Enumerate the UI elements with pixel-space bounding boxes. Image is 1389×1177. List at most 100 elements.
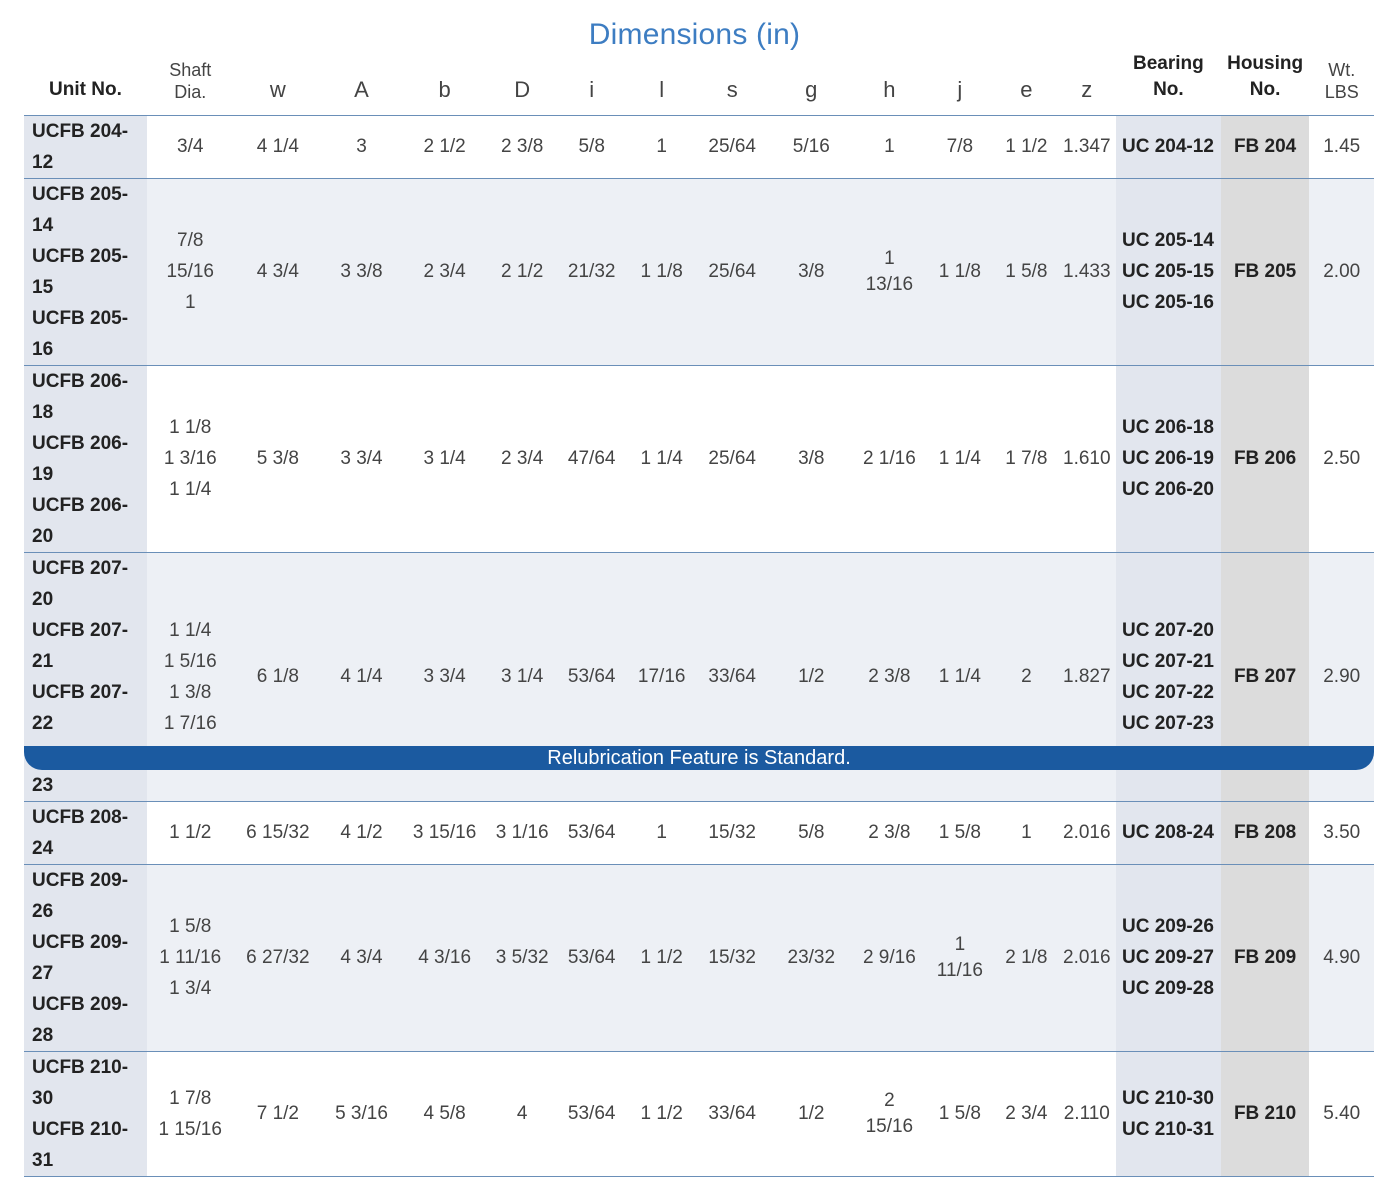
dim-w-cell: 7 1/2: [233, 1051, 323, 1177]
header-j: j: [924, 48, 996, 116]
unit-no-cell-line: UCFB 206-19: [32, 432, 129, 485]
header-g: g: [768, 48, 855, 116]
housing-no-cell: FB 210: [1220, 1051, 1310, 1177]
dim-j-cell-line: 1 1/4: [938, 448, 981, 469]
shaft-dia-cell-line: 15/16: [166, 261, 214, 282]
dimensions-table: Unit No. Shaft Dia. w A b D i l s g h j e…: [24, 48, 1374, 1177]
dim-h-cell-line: 2 3/8: [868, 822, 911, 843]
bearing-no-cell-line: UC 207-20: [1122, 619, 1214, 641]
dim-h-cell: 1: [854, 115, 925, 179]
unit-no-cell-line: UCFB 209-28: [32, 993, 129, 1046]
dim-w-cell: 4 3/4: [233, 178, 323, 366]
shaft-dia-cell-line: 1 3/8: [169, 681, 212, 703]
dim-d-cell: 3 5/32: [488, 864, 556, 1052]
dim-s-cell: 25/64: [695, 178, 769, 366]
dim-e-cell: 1 5/8: [995, 178, 1058, 366]
header-bearing: Bearing No.: [1116, 48, 1221, 116]
shaft-dia-cell-line: 1 11/16: [159, 947, 222, 968]
dim-b-cell: 3 1/4: [400, 365, 489, 553]
dim-z-cell: 2.110: [1057, 1051, 1116, 1177]
dim-h-cell-line: 1: [884, 136, 895, 157]
dim-e-cell: 2 1/8: [995, 864, 1058, 1052]
housing-no-cell: FB 209: [1220, 864, 1310, 1052]
dim-j-cell-line: 7/8: [946, 136, 974, 157]
unit-no-cell: UCFB 208-24: [24, 801, 147, 865]
unit-no-cell: UCFB 204-12: [24, 115, 147, 179]
shaft-dia-cell-line: 1 15/16: [158, 1118, 222, 1140]
dim-h-cell: 2 15/16: [854, 1051, 925, 1177]
dim-e-cell: 1 1/2: [995, 115, 1058, 179]
header-shaft: Shaft Dia.: [146, 48, 234, 116]
dim-w-cell: 5 3/8: [233, 365, 323, 553]
unit-no-cell-line: UCFB 208-24: [32, 806, 129, 859]
housing-no-cell: FB 206: [1220, 365, 1310, 553]
dim-b-cell: 4 5/8: [400, 1051, 489, 1177]
bearing-no-cell: UC 209-26 UC 209-27 UC 209-28: [1116, 864, 1221, 1052]
dim-a-cell: 3 3/4: [322, 365, 401, 553]
dim-b-cell: 3 15/16: [400, 801, 489, 865]
bearing-no-cell-line: UC 210-31: [1122, 1118, 1214, 1140]
header-s: s: [695, 48, 769, 116]
dim-j-cell-line: 1 5/8: [938, 822, 981, 843]
dim-j-cell-line: 1 1/8: [938, 261, 981, 282]
table-row: UCFB 208-24 1 1/2 6 15/32 4 1/2 3 15/16 3 1/1…: [24, 801, 1374, 865]
bearing-no-cell-line: UC 204-12: [1122, 136, 1214, 157]
shaft-dia-cell-line: 7/8: [177, 230, 204, 251]
bearing-no-cell-line: UC 206-18: [1122, 417, 1214, 438]
dim-e-cell: 2 3/4: [995, 1051, 1058, 1177]
dim-j-cell-line: 1: [954, 933, 966, 955]
table-body: UCFB 204-12 3/4 4 1/4 3 2 1/2 2 3/8 5/8 1 25/64 5…: [24, 115, 1374, 1177]
header-A: A: [322, 48, 401, 116]
header-i: i: [555, 48, 628, 116]
shaft-dia-cell-line: 1: [184, 292, 196, 313]
bearing-no-cell-line: UC 206-19: [1122, 448, 1214, 469]
bearing-no-cell-line: UC 205-14: [1122, 230, 1214, 251]
dim-a-cell: 4 1/2: [322, 801, 401, 865]
unit-no-cell-line: UCFB 205-15: [32, 245, 129, 298]
dim-i-cell: 53/64: [555, 864, 628, 1052]
unit-no-cell-line: UCFB 207-20: [32, 557, 129, 610]
dim-j-cell: 1 1/4: [924, 365, 996, 553]
housing-no-cell: FB 205: [1220, 178, 1310, 366]
shaft-dia-cell: 7/8 15/16 1: [146, 178, 234, 366]
dim-h-cell-line: 1: [884, 247, 895, 269]
dim-i-cell: 21/32: [555, 178, 628, 366]
bearing-no-cell: UC 205-14 UC 205-15 UC 205-16: [1116, 178, 1221, 366]
table-row: UCFB 206-18 UCFB 206-19 UCFB 206-20 1 1/8 1 …: [24, 365, 1374, 553]
bearing-no-cell-line: UC 207-23: [1122, 712, 1214, 734]
dim-b-cell: 2 1/2: [400, 115, 489, 179]
unit-no-cell: UCFB 205-14 UCFB 205-15 UCFB 205-16: [24, 178, 147, 366]
dim-g-cell: 1/2: [768, 1051, 855, 1177]
shaft-dia-cell-line: 3/4: [177, 136, 204, 157]
dim-l-cell: 1 1/2: [627, 1051, 696, 1177]
dim-s-cell: 15/32: [695, 864, 769, 1052]
dim-g-cell: 5/8: [768, 801, 855, 865]
dim-d-cell: 2 3/8: [488, 115, 556, 179]
unit-no-cell-line: UCFB 205-16: [32, 307, 129, 360]
dim-g-cell: 3/8: [768, 178, 855, 366]
dim-z-cell: 2.016: [1057, 864, 1116, 1052]
unit-no-cell-line: UCFB 209-26: [32, 869, 129, 922]
dim-z-cell: 1.610: [1057, 365, 1116, 553]
header-l: l: [627, 48, 696, 116]
shaft-dia-cell-line: 1 1/2: [169, 822, 212, 843]
header-unit: Unit No.: [24, 48, 147, 116]
shaft-dia-cell-line: 1 5/8: [169, 916, 212, 937]
dim-z-cell: 1.347: [1057, 115, 1116, 179]
footer-banner: Relubrication Feature is Standard.: [24, 746, 1374, 770]
dim-w-cell: 6 27/32: [233, 864, 323, 1052]
dim-a-cell: 4 3/4: [322, 864, 401, 1052]
shaft-dia-cell-line: 1 3/4: [169, 978, 212, 999]
bearing-no-cell-line: UC 205-16: [1122, 292, 1214, 313]
shaft-dia-cell: 1 5/8 1 11/16 1 3/4: [146, 864, 234, 1052]
weight-cell: 1.45: [1309, 115, 1374, 179]
housing-no-cell: FB 204: [1220, 115, 1310, 179]
weight-cell: 2.00: [1309, 178, 1374, 366]
dim-l-cell: 1 1/4: [627, 365, 696, 553]
dim-l-cell: 1: [627, 801, 696, 865]
table-title: Dimensions (in): [588, 18, 801, 51]
dim-j-cell-line: 1 1/4: [938, 666, 981, 687]
bearing-no-cell: UC 210-30 UC 210-31: [1116, 1051, 1221, 1177]
dim-i-cell: 5/8: [555, 115, 628, 179]
shaft-dia-cell-line: 1 5/16: [163, 650, 217, 672]
